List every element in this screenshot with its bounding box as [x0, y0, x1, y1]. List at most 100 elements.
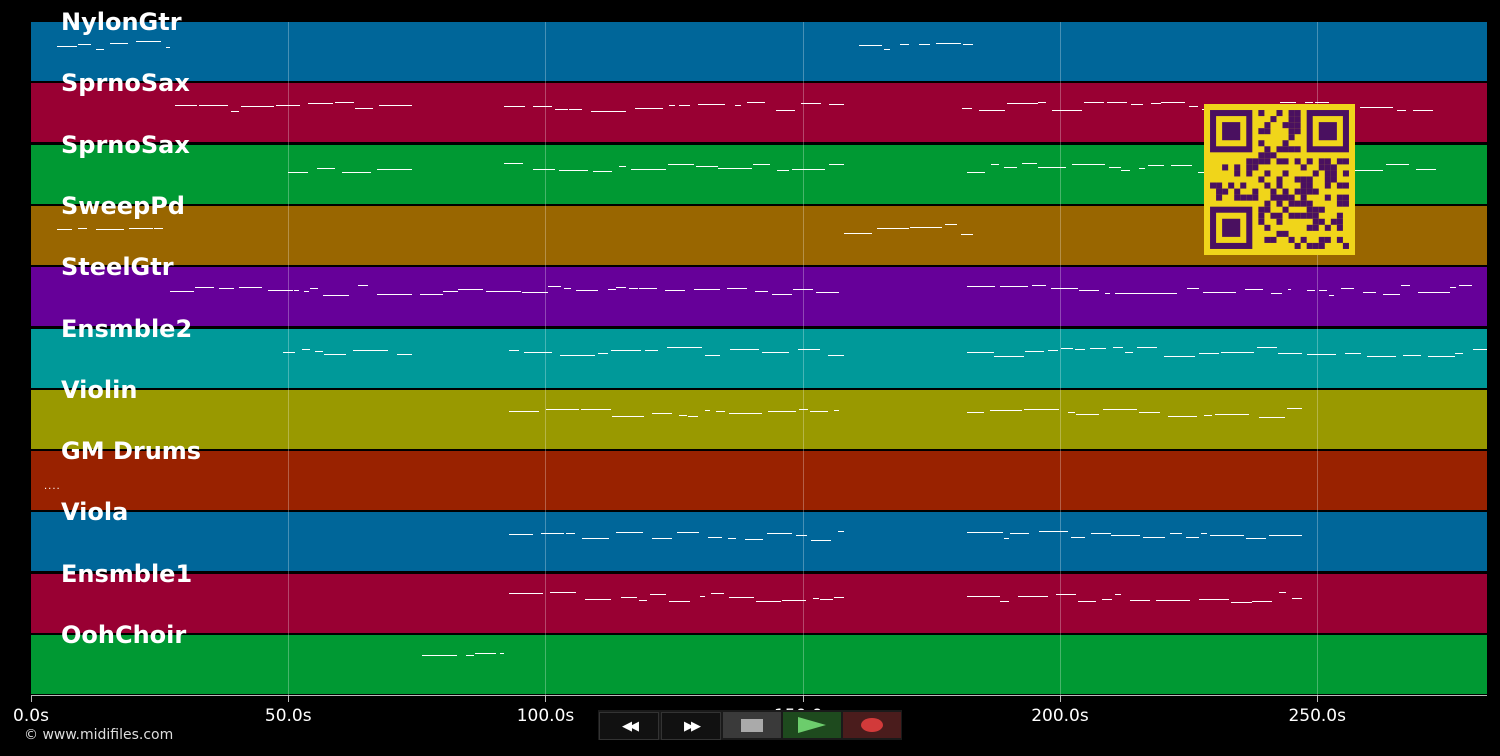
note-bar	[1071, 163, 1105, 165]
note-bar	[961, 233, 973, 235]
note-bar	[1258, 417, 1285, 419]
qr-module	[1234, 188, 1241, 195]
note-bar	[828, 354, 844, 356]
note-bar	[909, 227, 943, 229]
qr-module	[1282, 230, 1289, 237]
qr-module	[1264, 146, 1271, 153]
qr-module	[1306, 242, 1313, 249]
qr-module	[1336, 158, 1343, 165]
stop-icon	[741, 718, 763, 732]
track-lane[interactable]	[31, 573, 1487, 633]
note-bar	[522, 292, 549, 294]
fast-forward-button[interactable]: ▶▶	[661, 712, 721, 740]
note-bar	[1060, 348, 1074, 350]
note-bar	[1155, 600, 1190, 602]
qr-module	[1282, 140, 1289, 147]
note-bar	[704, 409, 710, 411]
time-gridline	[288, 22, 290, 696]
qr-module	[1294, 200, 1301, 207]
note-bar	[1286, 408, 1302, 410]
note-bar	[651, 413, 672, 415]
qr-module	[1222, 164, 1229, 171]
qr-module	[1336, 194, 1343, 201]
time-tick-label: 200.0s	[1031, 706, 1089, 726]
note-bar	[166, 46, 170, 48]
note-bar	[797, 349, 820, 351]
qr-module	[1276, 176, 1283, 183]
rewind-button[interactable]: ◀◀	[599, 712, 659, 740]
qr-module	[1324, 236, 1331, 243]
time-tick-mark	[1317, 696, 1319, 702]
note-bar	[1397, 110, 1406, 112]
note-bar	[1090, 347, 1106, 349]
track-lane[interactable]	[31, 267, 1487, 327]
note-bar	[533, 105, 553, 107]
qr-module	[1318, 122, 1337, 141]
qr-module	[1306, 188, 1313, 195]
note-bar	[676, 532, 700, 534]
note-bar	[645, 349, 658, 351]
qr-module	[1276, 146, 1283, 153]
note-bar	[1416, 168, 1436, 170]
note-bar	[1449, 287, 1456, 289]
note-bar	[629, 288, 639, 290]
note-bar	[696, 165, 718, 167]
qr-module	[1312, 212, 1319, 219]
qr-module	[1324, 176, 1331, 183]
note-bar	[1138, 411, 1160, 413]
qr-module	[1258, 110, 1265, 117]
note-bar	[323, 353, 347, 355]
qr-module	[1336, 200, 1343, 207]
qr-module	[1330, 164, 1337, 171]
qr-module	[1318, 218, 1325, 225]
note-bar	[153, 227, 164, 229]
note-bar	[95, 229, 124, 231]
note-bar	[1305, 101, 1313, 103]
time-gridline	[1059, 22, 1061, 696]
note-bar	[1246, 537, 1267, 539]
qr-module	[1300, 194, 1307, 201]
note-bar	[283, 352, 296, 354]
qr-module	[1246, 164, 1253, 171]
track-lane[interactable]	[31, 22, 1487, 81]
qr-code[interactable]	[1204, 104, 1355, 255]
note-bar	[745, 538, 763, 540]
note-bar	[815, 292, 839, 294]
note-bar	[1131, 104, 1144, 106]
track-lane[interactable]	[31, 451, 1487, 511]
note-bar	[1279, 102, 1296, 104]
time-tick-mark	[1059, 696, 1061, 702]
note-bar	[1455, 352, 1464, 354]
note-bar	[56, 229, 73, 231]
qr-module	[1288, 146, 1295, 153]
track-lane[interactable]	[31, 328, 1487, 388]
note-bar	[1007, 102, 1038, 104]
note-bar	[1107, 101, 1128, 103]
record-button[interactable]	[843, 712, 901, 738]
note-bar	[1198, 352, 1220, 354]
time-tick-label: 250.0s	[1288, 706, 1346, 726]
play-icon	[798, 717, 826, 733]
qr-module	[1264, 236, 1271, 243]
transport-controls: ◀◀ ▶▶	[598, 710, 902, 740]
note-bar	[541, 533, 565, 535]
track-lane[interactable]	[31, 389, 1487, 449]
track-lane[interactable]	[31, 635, 1487, 694]
note-bar	[967, 352, 994, 354]
note-bar	[1186, 536, 1200, 538]
note-bar	[1187, 288, 1200, 290]
note-bar	[523, 352, 553, 354]
qr-module	[1294, 242, 1301, 249]
note-bar	[999, 285, 1029, 287]
note-bar	[1148, 164, 1164, 166]
note-bar	[396, 353, 412, 355]
stop-button[interactable]	[723, 712, 781, 738]
note-bar	[812, 597, 819, 599]
play-button[interactable]	[783, 712, 841, 738]
track-lane[interactable]	[31, 512, 1487, 572]
note-bar	[1231, 601, 1253, 603]
note-bar	[1340, 287, 1354, 289]
qr-module	[1288, 200, 1295, 207]
note-bar	[548, 286, 562, 288]
track-label: OohChoir	[61, 621, 187, 649]
